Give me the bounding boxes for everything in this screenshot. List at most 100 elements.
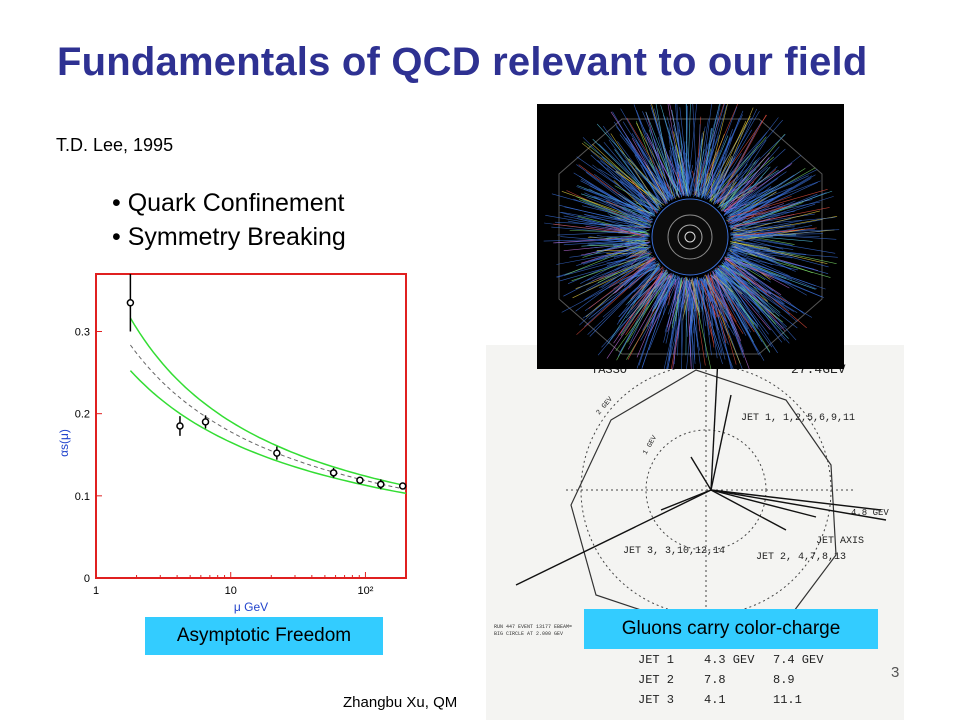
track — [689, 126, 706, 194]
track — [732, 250, 773, 265]
track — [657, 163, 673, 201]
data-point — [356, 476, 364, 484]
data-point — [201, 418, 210, 426]
track — [731, 223, 792, 235]
track — [597, 272, 667, 356]
track — [730, 232, 837, 240]
track — [724, 256, 816, 290]
track — [697, 138, 703, 197]
track — [726, 263, 786, 331]
track — [733, 249, 814, 270]
track — [634, 154, 662, 204]
track — [642, 272, 663, 305]
track — [669, 155, 684, 193]
track — [723, 169, 777, 212]
track — [726, 255, 805, 314]
track — [717, 164, 760, 202]
track — [646, 165, 668, 202]
track — [727, 197, 768, 223]
track — [581, 242, 649, 264]
track — [700, 278, 729, 335]
track — [654, 277, 672, 309]
track — [679, 164, 687, 196]
track — [673, 131, 688, 196]
table-cell: 11.1 — [773, 693, 802, 707]
track — [699, 104, 712, 198]
track — [723, 265, 790, 344]
track — [576, 262, 656, 335]
track — [689, 172, 696, 197]
track — [672, 280, 687, 355]
track — [726, 187, 793, 214]
track — [727, 252, 771, 283]
track — [583, 214, 645, 232]
track — [657, 137, 676, 198]
info-line-1: RUN 447 EVENT 13177 EBEAM= — [494, 624, 572, 630]
track — [719, 166, 768, 210]
track — [694, 132, 703, 194]
track — [675, 277, 682, 322]
x-tick-label: 10² — [357, 585, 373, 597]
track — [700, 279, 710, 336]
track — [637, 194, 663, 208]
track — [688, 282, 691, 311]
track — [622, 197, 653, 217]
track — [715, 272, 771, 353]
track — [733, 196, 834, 228]
track — [628, 158, 667, 200]
track — [704, 104, 728, 195]
track — [613, 246, 651, 258]
track — [711, 276, 732, 296]
track-lines — [515, 356, 887, 586]
track — [683, 278, 693, 305]
track — [728, 182, 818, 224]
track — [734, 227, 817, 237]
track — [728, 256, 766, 281]
central-curve — [129, 344, 407, 490]
track — [619, 275, 666, 353]
x-tick-label: 10 — [225, 585, 237, 597]
track — [551, 193, 653, 223]
track — [579, 258, 651, 326]
track — [636, 276, 668, 315]
track — [731, 245, 807, 255]
track — [707, 275, 730, 328]
track — [694, 278, 701, 313]
track — [734, 207, 830, 227]
data-point — [329, 469, 338, 477]
data-point — [126, 299, 135, 307]
jet1-label: JET 1, 1,2,5,6,9,11 — [741, 413, 855, 424]
track — [675, 175, 680, 194]
track — [713, 138, 731, 198]
track — [727, 174, 795, 218]
track — [686, 141, 693, 192]
track — [726, 178, 778, 216]
track — [553, 223, 645, 236]
track — [731, 174, 816, 225]
track — [717, 114, 767, 204]
track — [572, 258, 656, 299]
track — [708, 110, 760, 198]
track — [586, 256, 650, 281]
track — [717, 120, 763, 204]
track — [730, 178, 812, 226]
track — [696, 280, 714, 343]
track — [624, 259, 656, 286]
track — [717, 169, 779, 209]
track — [723, 163, 793, 212]
track — [721, 267, 783, 343]
track — [564, 206, 647, 226]
track — [576, 196, 652, 226]
info-line-2: BIG CIRCLE AT 2.000 GEV — [494, 631, 563, 637]
track — [734, 228, 760, 235]
track — [651, 274, 674, 324]
table-cell: 8.9 — [773, 673, 795, 687]
track — [629, 229, 650, 237]
band-lower-curve — [129, 370, 407, 495]
track — [717, 268, 764, 301]
track — [713, 275, 755, 333]
asymptotic-freedom-label: Asymptotic Freedom — [145, 617, 383, 655]
citation: T.D. Lee, 1995 — [56, 135, 174, 155]
track — [622, 121, 671, 197]
track — [685, 152, 696, 194]
